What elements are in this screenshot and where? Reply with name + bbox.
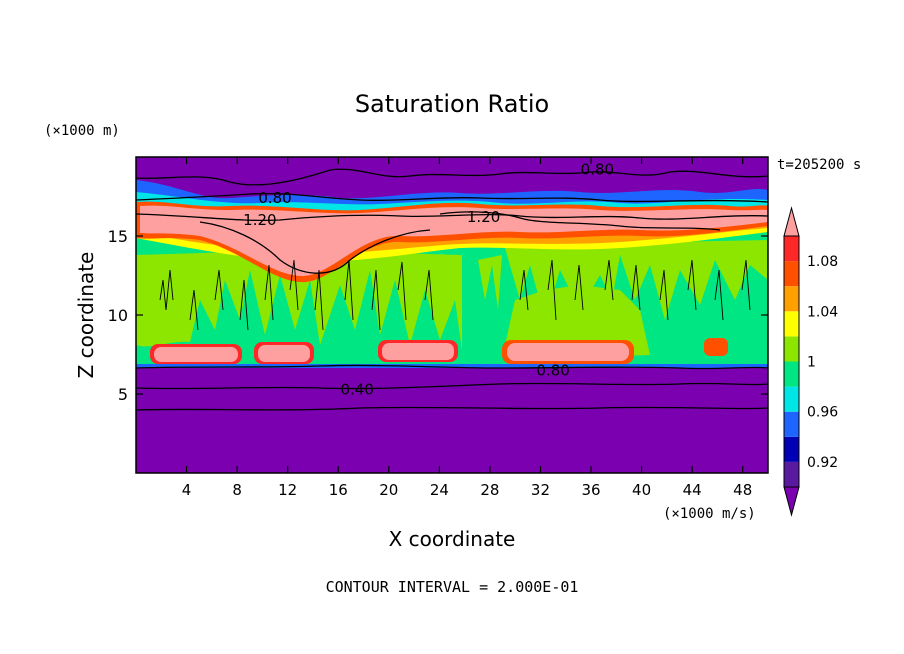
colorbar-tick-label: 1.08 [807,254,838,270]
x-axis-ticks: 4 8 12 16 20 24 28 32 36 40 44 48 [182,157,752,499]
y-axis-label: Z coordinate [74,252,98,379]
colorbar-band [784,461,799,487]
x-tick-label: 4 [182,481,192,499]
y-unit-label: (×1000 m) [44,123,120,139]
x-tick-label: 28 [480,481,499,499]
chart-title: Saturation Ratio [355,90,549,118]
contour-label: 0.80 [581,161,614,179]
x-tick-label: 44 [683,481,702,499]
plot-area [136,157,768,473]
colorbar-band [784,336,799,362]
contour-label: 0.80 [536,361,569,379]
x-tick-label: 12 [278,481,297,499]
y-tick-label: 15 [108,227,128,246]
colorbar-band [783,486,800,517]
x-tick-label: 16 [329,481,348,499]
colorbar-tick-label: 1.04 [807,304,838,320]
x-tick-label: 8 [232,481,242,499]
x-tick-label: 36 [581,481,600,499]
contour-labels: 0.80 0.80 1.20 1.20 0.80 0.40 [243,161,614,399]
colorbar-band [784,436,799,462]
x-axis-label: X coordinate [389,527,516,551]
y-tick-label: 10 [108,306,128,325]
x-tick-label: 40 [632,481,651,499]
y-tick-label: 5 [118,385,128,404]
colorbar-band [784,411,799,437]
contour-label: 0.80 [258,189,291,207]
y-axis-ticks: 5 10 15 [108,227,768,404]
colorbar-tick-label: 1 [807,355,816,371]
time-label: t=205200 s [777,157,861,173]
colorbar-band [784,386,799,412]
x-tick-label: 32 [531,481,550,499]
colorbar-tick-label: 0.92 [807,455,838,471]
contour-label: 1.20 [467,208,500,226]
colorbar-frame [783,235,800,488]
x-tick-label: 48 [733,481,752,499]
colorbar-band [784,236,799,262]
colorbar-band [784,311,799,337]
colorbar: 0.92 0.96 1 1.04 1.08 [783,206,838,517]
x-tick-label: 20 [379,481,398,499]
contour-label: 0.40 [340,380,373,398]
colorbar-band [784,361,799,387]
colorbar-band [784,286,799,312]
colorbar-band [784,261,799,287]
colorbar-band [783,206,800,237]
x-tick-label: 24 [430,481,449,499]
colorbar-tick-label: 0.96 [807,405,838,421]
contour-label: 1.20 [243,211,276,229]
contour-interval-label: CONTOUR INTERVAL = 2.000E-01 [326,578,579,596]
x-unit-label: (×1000 m/s) [663,506,756,522]
